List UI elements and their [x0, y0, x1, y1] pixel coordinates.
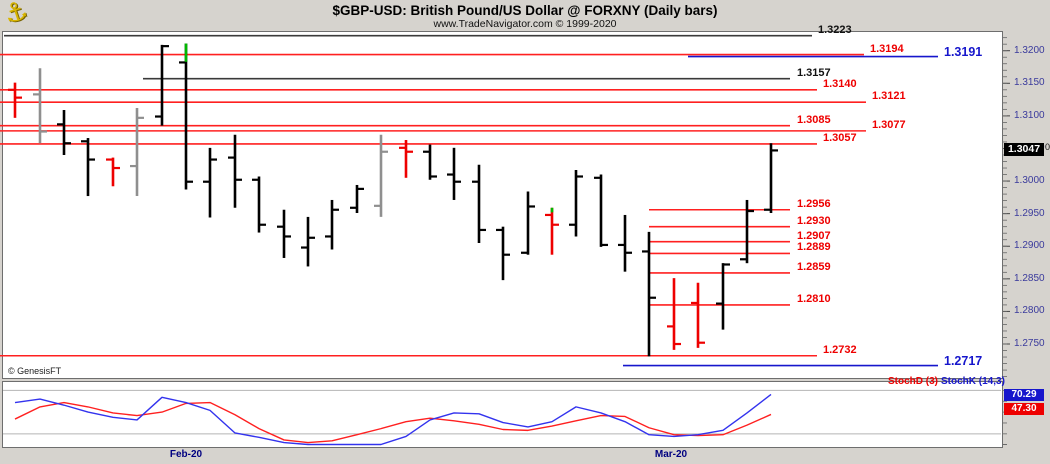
y-axis-tick-label: 1.2950 [1014, 207, 1045, 219]
price-line-label-1.2889: 1.2889 [797, 241, 831, 254]
y-axis-tick-label: 1.2750 [1014, 338, 1045, 349]
stochastic-panel[interactable] [2, 381, 1003, 448]
stochd-legend-label: StochD (3) [888, 376, 938, 387]
y-axis-tick-label: 1.2850 [1014, 272, 1045, 284]
price-line-label-1.3157: 1.3157 [797, 66, 831, 79]
stochk-value-box: 70.29 [1004, 389, 1044, 401]
price-line-label-1.3194: 1.3194 [870, 42, 904, 55]
chart-header: ⚓ $GBP-USD: British Pound/US Dollar @ FO… [0, 0, 1050, 31]
genesisft-copyright: © GenesisFT [8, 366, 62, 376]
price-line-label-1.2956: 1.2956 [797, 197, 831, 210]
y-axis-tick-label: 1.3100 [1014, 109, 1045, 121]
current-price-extra-digit: 0 [1045, 142, 1050, 152]
y-axis-tick-label: 1.3150 [1014, 77, 1045, 89]
price-line-label-1.2717: 1.2717 [944, 353, 983, 368]
price-line-label-1.2930: 1.2930 [797, 214, 831, 227]
price-line-label-1.3191: 1.3191 [944, 44, 983, 59]
x-axis-label-feb: Feb-20 [169, 449, 203, 460]
price-line-label-1.2907: 1.2907 [797, 229, 831, 242]
stochk-legend-label: StochK (14,3) [941, 376, 1005, 387]
price-line-label-1.3223: 1.3223 [818, 23, 852, 36]
price-line-label-1.3140: 1.3140 [823, 77, 857, 90]
stochd-value-box: 47.30 [1004, 403, 1044, 415]
current-price-box: 1.3047 [1004, 143, 1044, 156]
price-line-label-1.3085: 1.3085 [797, 113, 831, 126]
price-line-label-1.2810: 1.2810 [797, 292, 831, 305]
price-line-label-1.3057: 1.3057 [823, 131, 857, 144]
price-line-label-1.2859: 1.2859 [797, 260, 831, 273]
y-axis-tick-label: 1.3200 [1014, 44, 1045, 56]
y-axis-tick-label: 1.2800 [1014, 305, 1045, 317]
chart-title: $GBP-USD: British Pound/US Dollar @ FORX… [332, 3, 718, 18]
y-axis-tick-label: 1.3000 [1014, 175, 1045, 187]
price-line-label-1.3121: 1.3121 [872, 90, 906, 103]
chart-subtitle: www.TradeNavigator.com © 1999-2020 [433, 18, 617, 30]
x-axis-label-mar: Mar-20 [654, 449, 688, 460]
y-axis-tick-label: 1.2900 [1014, 240, 1045, 252]
price-line-label-1.2732: 1.2732 [823, 343, 857, 356]
price-line-label-1.3077: 1.3077 [872, 118, 906, 131]
price-chart-panel[interactable] [2, 31, 1003, 379]
